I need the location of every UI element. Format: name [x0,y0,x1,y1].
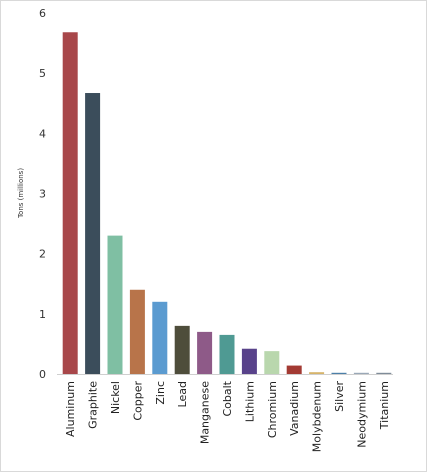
bar-cobalt [219,334,235,374]
y-tick-label: 4 [39,127,46,140]
bar-neodymium [353,372,369,374]
y-tick-label: 1 [39,308,46,321]
bar-molybdenum [309,372,325,374]
x-axis-labels: Aluminum Graphite Nickel Copper Zinc Lead Mang… [64,380,391,452]
bar-nickel [107,235,123,374]
bar-chromium [264,351,280,374]
bar-silver [331,372,347,374]
x-tick-label: Copper [131,381,144,421]
bar-vanadium [286,365,302,374]
x-tick-label: Molybdenum [311,381,324,452]
bar-titanium [376,372,392,374]
bar-manganese [197,331,213,374]
y-tick-label: 5 [39,67,46,80]
x-tick-label: Lithium [243,381,256,422]
y-tick-label: 0 [39,368,46,381]
x-tick-label: Silver [333,381,346,412]
x-tick-label: Aluminum [64,381,77,437]
y-axis: 0 1 2 3 4 5 6 [39,7,46,381]
bars [62,32,392,375]
x-tick-label: Zinc [154,381,167,405]
bar-graphite [85,93,101,374]
bar-aluminum [62,32,78,375]
y-tick-label: 2 [39,248,46,261]
bar-zinc [152,301,168,374]
y-tick-label: 3 [39,188,46,201]
x-tick-label: Chromium [266,381,279,438]
x-tick-label: Manganese [199,381,212,444]
x-tick-label: Vanadium [288,381,301,436]
bar-lead [174,325,190,374]
x-tick-label: Titanium [378,381,391,430]
bar-copper [129,289,145,374]
x-tick-label: Nickel [109,381,122,414]
bar-lithium [241,348,257,374]
x-tick-label: Neodymium [355,381,368,448]
x-tick-label: Cobalt [221,380,234,416]
y-axis-title: Tons (millions) [17,168,25,219]
x-tick-label: Lead [176,381,189,407]
x-tick-label: Graphite [87,381,100,429]
y-tick-label: 6 [39,7,46,20]
